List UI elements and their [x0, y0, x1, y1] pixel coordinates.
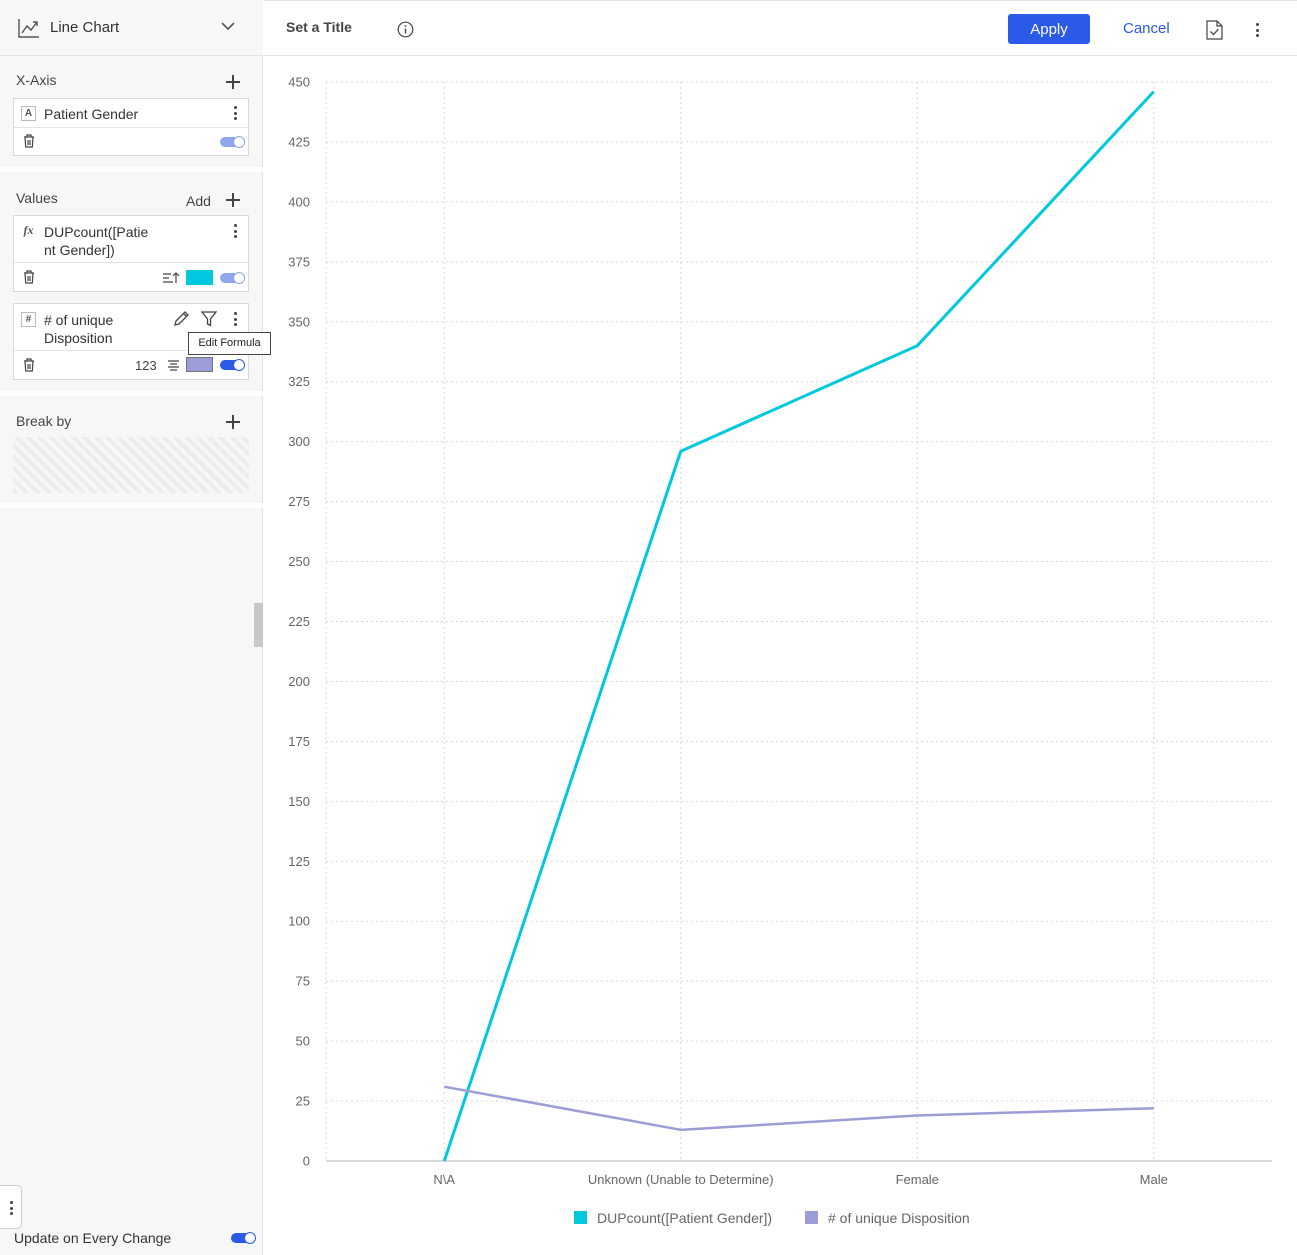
add-xaxis-plus-icon[interactable] — [226, 75, 240, 89]
breakby-drop-zone[interactable] — [13, 437, 249, 493]
x-tick-label: Unknown (Unable to Determine) — [588, 1172, 774, 1187]
chart-type-selector[interactable]: Line Chart — [0, 0, 263, 56]
section-divider — [0, 503, 263, 508]
y-tick-label: 200 — [288, 674, 310, 689]
align-icon[interactable] — [167, 359, 180, 372]
add-value-plus-icon[interactable] — [226, 193, 240, 207]
legend-swatch[interactable] — [805, 1211, 818, 1224]
y-tick-label: 0 — [303, 1154, 310, 1169]
y-tick-label: 325 — [288, 374, 310, 389]
add-breakby-plus-icon[interactable] — [226, 415, 240, 429]
y-tick-label: 400 — [288, 194, 310, 209]
add-value-label[interactable]: Add — [186, 193, 211, 209]
xaxis-field-toggle[interactable] — [220, 136, 245, 148]
text-type-icon: A — [21, 106, 36, 121]
line-chart: 0 25 50 75 100 125 150 175 200 225 250 275 300 325 350… — [288, 75, 1272, 1226]
filter-icon[interactable] — [201, 311, 217, 327]
update-on-change-toggle[interactable] — [231, 1232, 256, 1244]
formula-type-icon: fx — [23, 223, 34, 237]
widget-title[interactable]: Set a Title — [286, 19, 352, 35]
legend-swatch[interactable] — [574, 1211, 587, 1224]
value-toggle[interactable] — [220, 359, 245, 371]
collapse-panel-handle[interactable] — [254, 603, 263, 647]
cancel-button[interactable]: Cancel — [1123, 20, 1170, 37]
number-type-icon: # — [21, 312, 36, 327]
y-tick-label: 150 — [288, 794, 310, 809]
value-label-line1[interactable]: # of unique — [44, 312, 114, 328]
more-options-icon[interactable] — [1255, 23, 1259, 37]
x-tick-label: Female — [896, 1172, 939, 1187]
y-tick-label: 75 — [296, 974, 310, 989]
trash-icon[interactable] — [23, 134, 35, 148]
xaxis-field-card: A Patient Gender — [13, 98, 249, 156]
vertical-dots-icon — [9, 1201, 13, 1215]
section-divider — [0, 167, 263, 172]
y-tick-label: 100 — [288, 914, 310, 929]
y-tick-label: 425 — [288, 134, 310, 149]
y-tick-label: 125 — [288, 854, 310, 869]
y-tick-label: 225 — [288, 614, 310, 629]
section-divider — [0, 391, 263, 396]
y-tick-label: 25 — [296, 1094, 310, 1109]
series-color-swatch[interactable] — [186, 357, 213, 372]
number-format-label[interactable]: 123 — [135, 358, 157, 373]
info-icon[interactable] — [397, 21, 414, 38]
xaxis-section-title: X-Axis — [16, 72, 57, 88]
y-tick-label: 300 — [288, 434, 310, 449]
xaxis-field-label[interactable]: Patient Gender — [44, 106, 139, 122]
value-menu-icon[interactable] — [233, 224, 237, 238]
y-tick-label: 350 — [288, 314, 310, 329]
settings-sidebar: Line Chart X-Axis A Patient Gender Value… — [0, 0, 271, 1255]
side-menu-button[interactable] — [0, 1185, 22, 1229]
document-check-icon[interactable] — [1206, 20, 1223, 40]
values-section-title: Values — [16, 190, 58, 206]
series-color-swatch[interactable] — [186, 270, 213, 285]
line-chart-icon — [18, 19, 39, 38]
apply-button[interactable]: Apply — [1008, 14, 1090, 44]
chevron-down-icon[interactable] — [221, 22, 235, 31]
y-tick-label: 50 — [296, 1034, 310, 1049]
series-line-1[interactable] — [442, 90, 1155, 1162]
edit-formula-tooltip: Edit Formula — [188, 332, 271, 355]
y-tick-label: 175 — [288, 734, 310, 749]
value-label-line2[interactable]: nt Gender]) — [44, 242, 115, 258]
y-tick-label: 250 — [288, 554, 310, 569]
series-line-2[interactable] — [444, 1085, 1154, 1132]
x-tick-label: Male — [1140, 1172, 1168, 1187]
update-on-change-label: Update on Every Change — [14, 1230, 172, 1246]
legend-label[interactable]: DUPcount([Patient Gender]) — [597, 1210, 772, 1226]
chart-type-label: Line Chart — [50, 19, 120, 36]
value-toggle[interactable] — [220, 272, 245, 284]
y-tick-label: 450 — [288, 75, 310, 90]
y-tick-label: 275 — [288, 494, 310, 509]
widget-toolbar: Set a Title Apply Cancel — [264, 0, 1297, 56]
value-card-dupcount: fx DUPcount([Patie nt Gender]) — [13, 215, 249, 292]
breakby-section-title: Break by — [16, 413, 72, 429]
y-tick-label: 375 — [288, 254, 310, 269]
sort-ascending-icon[interactable] — [162, 271, 180, 284]
xaxis-field-menu-icon[interactable] — [233, 106, 237, 120]
legend-label[interactable]: # of unique Disposition — [828, 1210, 970, 1226]
value-menu-icon[interactable] — [233, 312, 237, 326]
trash-icon[interactable] — [23, 358, 35, 372]
value-label-line1[interactable]: DUPcount([Patie — [44, 224, 149, 240]
trash-icon[interactable] — [23, 270, 35, 284]
pencil-edit-icon[interactable] — [173, 310, 190, 327]
value-label-line2[interactable]: Disposition — [44, 330, 113, 346]
x-tick-label: N\A — [433, 1172, 455, 1187]
